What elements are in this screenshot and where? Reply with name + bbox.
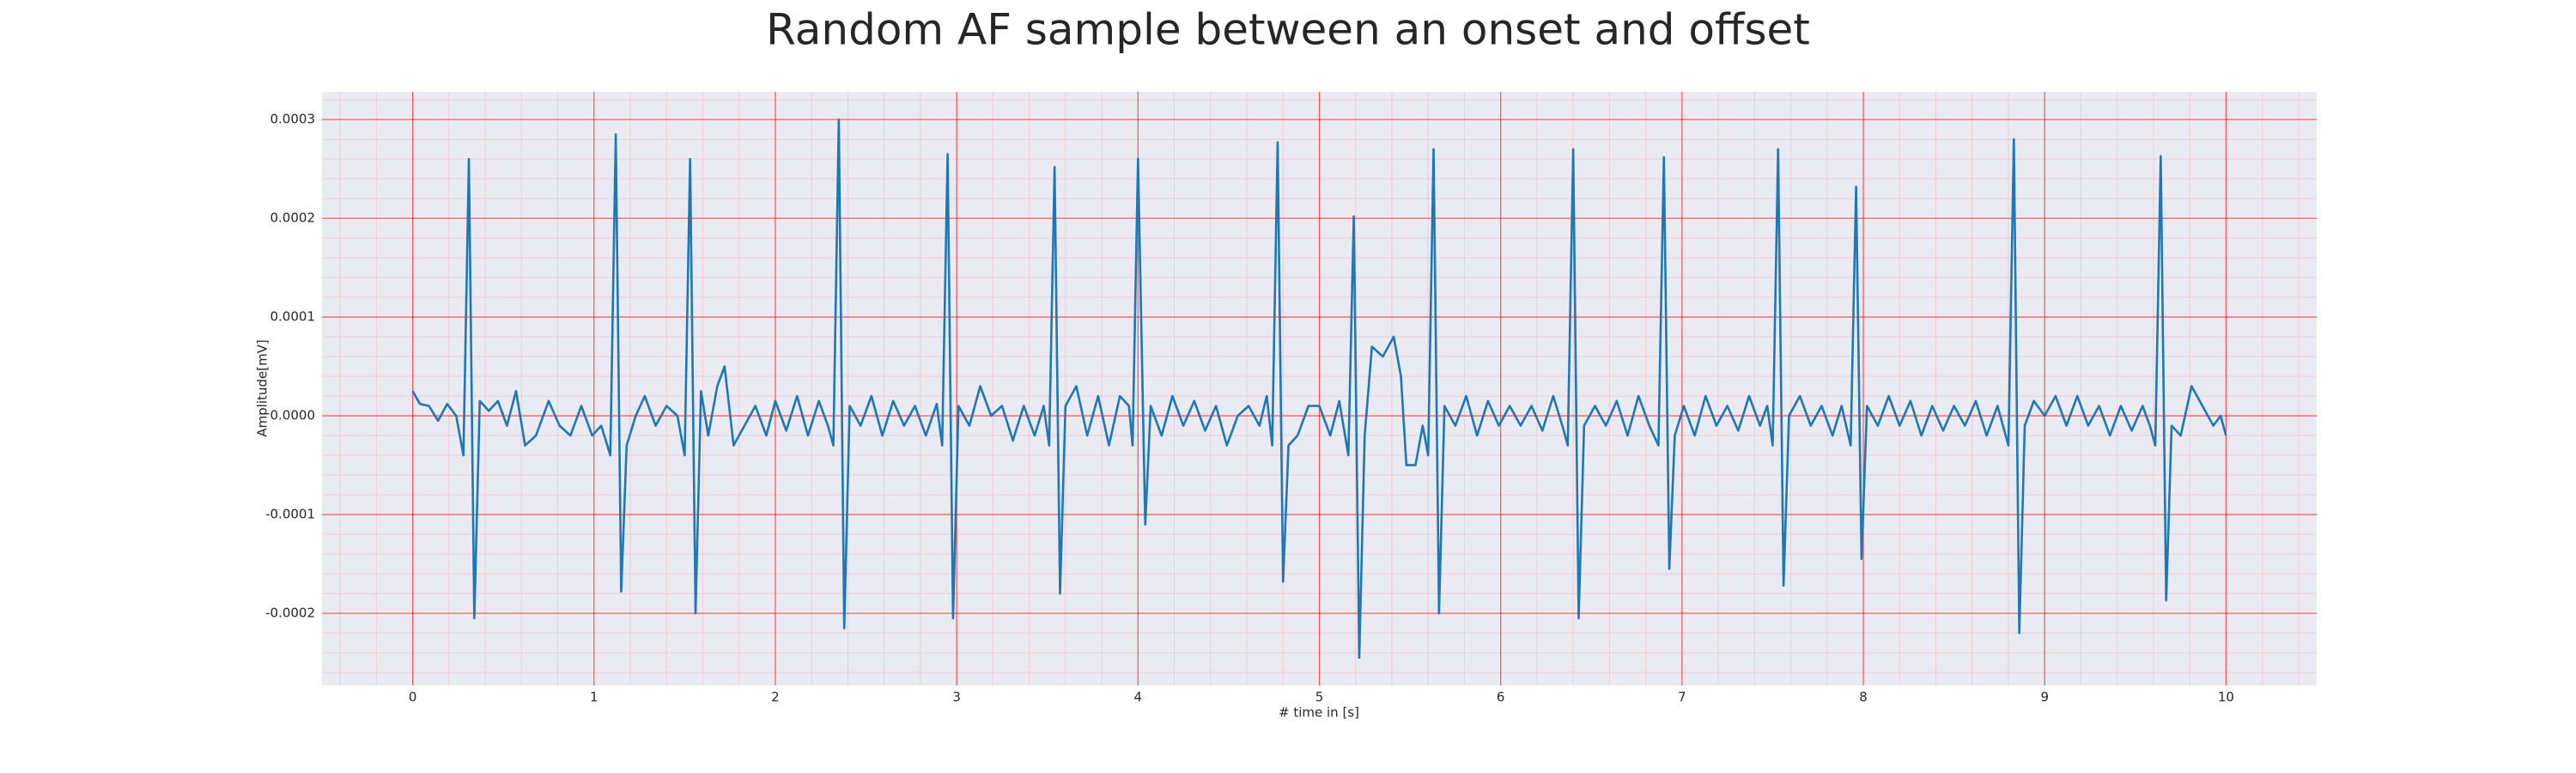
y-tick-label: 0.0000	[270, 408, 316, 423]
x-tick-label: 1	[590, 690, 598, 705]
x-tick-label: 9	[2040, 690, 2049, 705]
y-tick-label: -0.0001	[265, 507, 315, 522]
y-axis-label: Amplitude[mV]	[255, 339, 270, 436]
x-tick-label: 4	[1134, 690, 1143, 705]
y-tick-label: -0.0002	[265, 606, 315, 621]
y-tick-label: 0.0003	[270, 112, 316, 127]
x-tick-label: 5	[1315, 690, 1324, 705]
x-tick-label: 8	[1859, 690, 1868, 705]
signal-line	[411, 118, 2227, 660]
x-tick-label: 3	[952, 690, 961, 705]
y-tick-label: 0.0001	[270, 309, 316, 325]
x-tick-label: 7	[1678, 690, 1686, 705]
x-tick-label: 2	[771, 690, 780, 705]
x-tick-label: 6	[1497, 690, 1505, 705]
y-tick-label: 0.0002	[270, 210, 316, 226]
x-axis-label: # time in [s]	[1279, 705, 1359, 721]
chart-title: Random AF sample between an onset and of…	[766, 5, 1810, 55]
x-tick-label: 0	[409, 690, 417, 705]
x-tick-label: 10	[2218, 690, 2234, 705]
